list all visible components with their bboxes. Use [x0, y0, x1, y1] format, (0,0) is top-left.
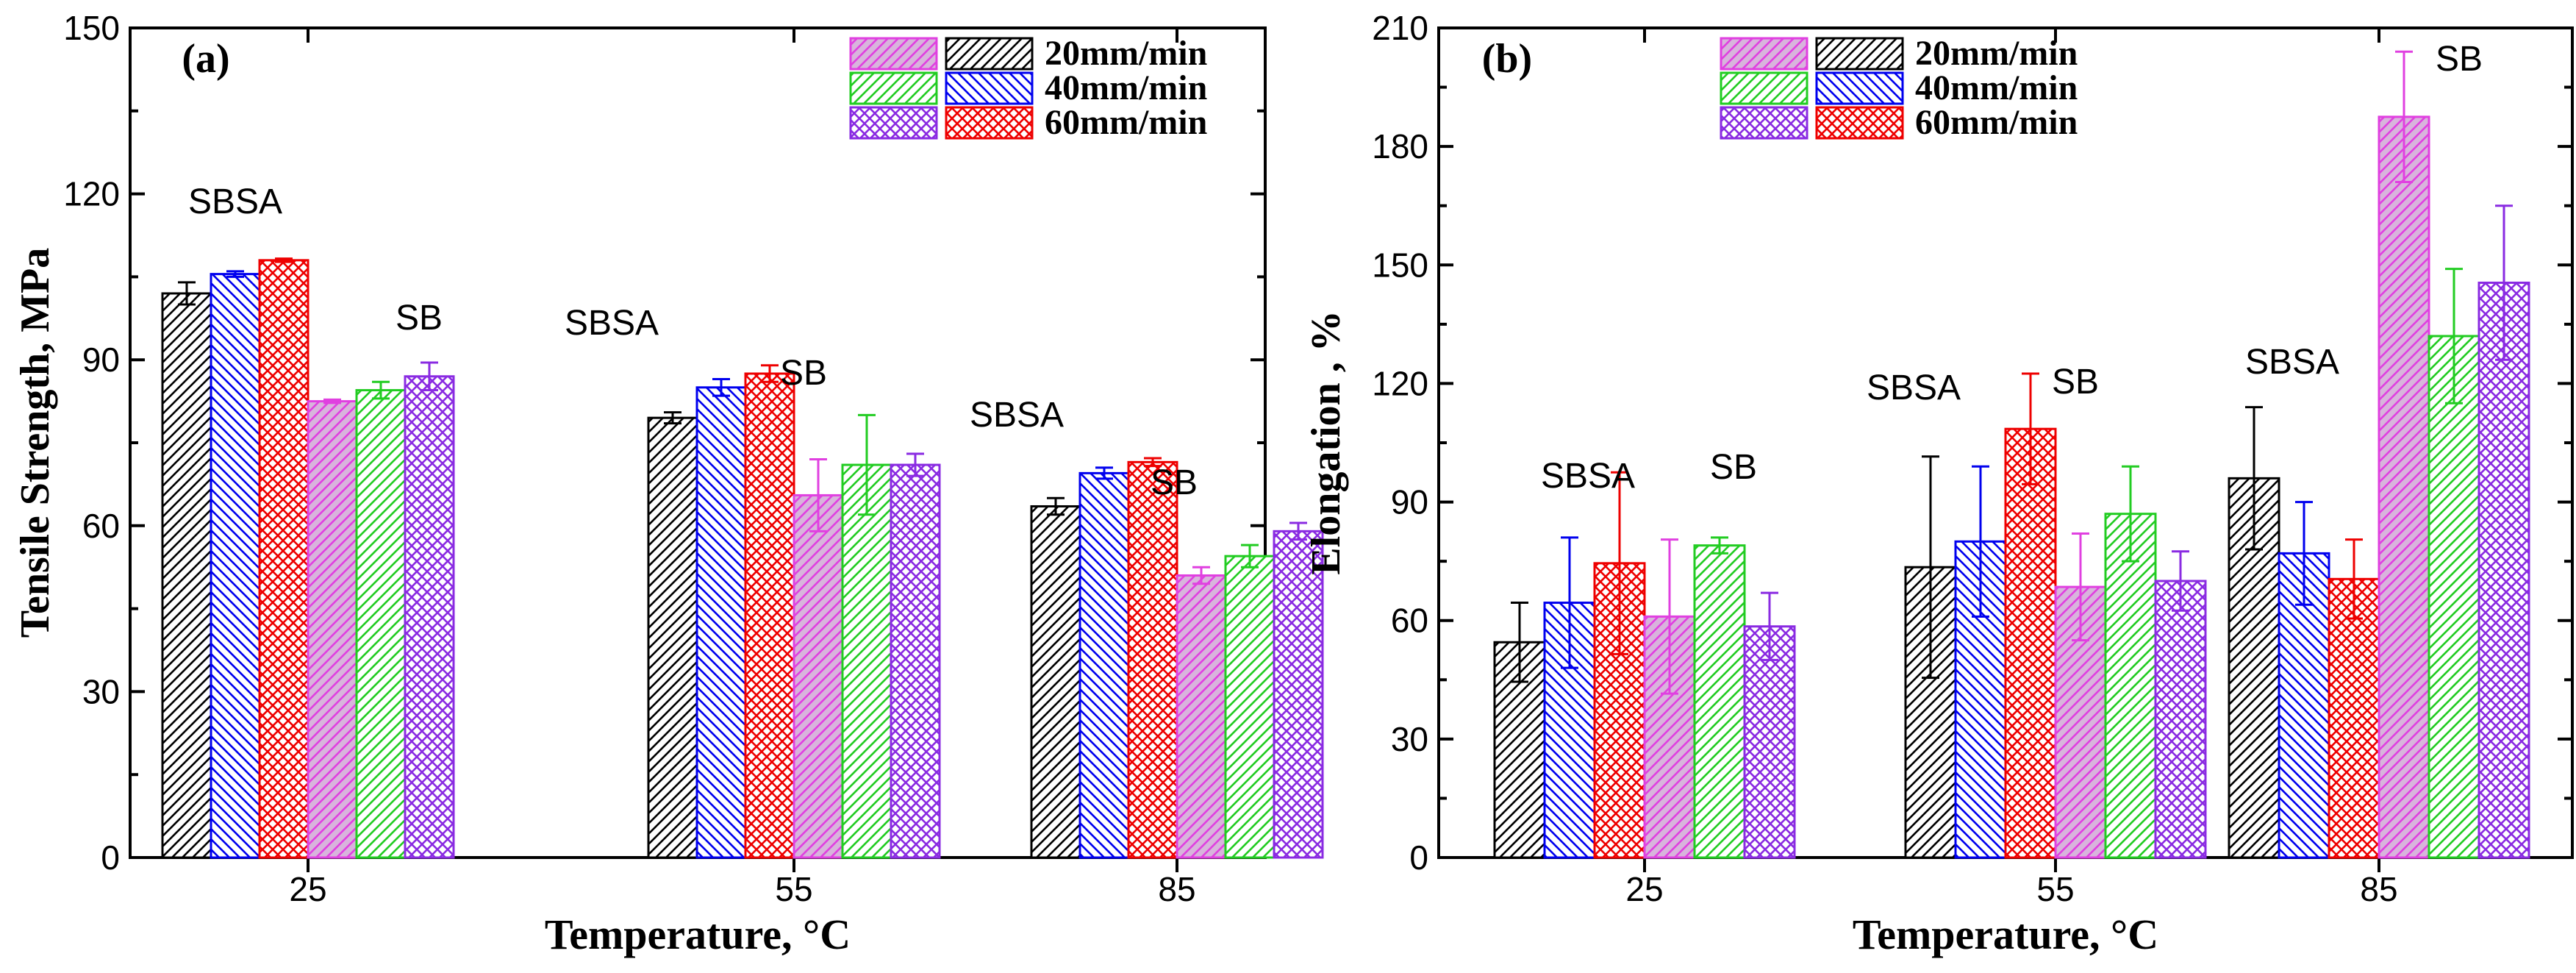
bar-sbsa-40mm-min-85	[1078, 471, 1130, 859]
y-tick-label: 150	[63, 9, 120, 47]
legend-swatch-sb	[1720, 106, 1808, 140]
bar-sb-40mm-min-85	[2427, 335, 2480, 859]
bar-sbsa-60mm-min-55	[744, 372, 795, 859]
panel-b: 0 30 60 90 120 150 180 210 Elongation , % Tempera…	[1303, 9, 2574, 958]
legend-swatch-sb	[1720, 37, 1808, 71]
group-label-sb: SB	[780, 354, 827, 393]
legend-swatch-sbsa	[945, 37, 1034, 71]
legend-swatch-sbsa	[945, 106, 1034, 140]
y-tick-label: 180	[1372, 127, 1428, 165]
legend-swatch-sb	[849, 106, 938, 140]
legend-label: 20mm/min	[1045, 34, 1207, 73]
bar-sbsa-40mm-min-55	[695, 386, 747, 859]
group-label-sbsa: SBSA	[565, 304, 659, 343]
y-axis-label: Tensile Strength, MPa	[12, 248, 58, 638]
bar-sb-60mm-min-55	[890, 463, 941, 859]
bar-sbsa-20mm-min-25	[161, 292, 212, 859]
y-tick-label: 120	[1372, 364, 1428, 402]
y-axis-label: Elongation , %	[1303, 310, 1349, 574]
bar-sb-20mm-min-55	[793, 493, 844, 859]
legend-label: 40mm/min	[1045, 68, 1207, 107]
bar-sbsa-40mm-min-25	[210, 273, 261, 859]
bar-sb-60mm-min-85	[2477, 281, 2530, 859]
x-axis-label: Temperature, °C	[1853, 910, 2158, 958]
bar-sb-40mm-min-55	[2104, 513, 2157, 859]
legend-label: 60mm/min	[1915, 103, 2078, 142]
group-label-sb: SB	[2436, 40, 2483, 79]
x-tick-label: 85	[1158, 870, 1195, 908]
bar-sbsa-60mm-min-85	[1127, 460, 1178, 859]
group-label-sb: SB	[1151, 463, 1198, 502]
bar-sb-60mm-min-25	[1743, 625, 1796, 859]
x-tick-label: 25	[1625, 870, 1663, 908]
group-label-sb: SB	[2052, 363, 2099, 402]
legend-swatch-sb	[1720, 71, 1808, 105]
bar-sbsa-60mm-min-85	[2328, 577, 2380, 859]
group-label-sb: SB	[1710, 448, 1757, 487]
bar-sbsa-60mm-min-55	[2004, 427, 2057, 859]
group-label-sbsa: SBSA	[1867, 368, 1961, 407]
legend-swatch-sb	[849, 71, 938, 105]
panel-label: (a)	[182, 36, 229, 82]
legend-label: 40mm/min	[1915, 68, 2078, 107]
panel-label: (b)	[1482, 36, 1532, 82]
panel-a: 0 30 60 90 120 150 Tensile Strength, MPa Temper…	[12, 9, 1324, 958]
y-tick-label: 120	[63, 175, 120, 213]
bar-sb-60mm-min-25	[404, 375, 455, 859]
legend-swatch-sb	[849, 37, 938, 71]
legend-swatch-sbsa	[1815, 37, 1904, 71]
bar-sb-60mm-min-55	[2154, 580, 2207, 859]
y-tick-label: 60	[1391, 602, 1428, 640]
bar-sbsa-20mm-min-85	[1030, 505, 1081, 859]
group-label-sbsa: SBSA	[970, 396, 1064, 435]
x-tick-label: 55	[775, 870, 812, 908]
legend-swatch-sbsa	[1815, 71, 1904, 105]
x-tick-label: 25	[289, 870, 326, 908]
bar-sbsa-20mm-min-55	[647, 416, 698, 859]
legend-label: 60mm/min	[1045, 103, 1207, 142]
group-label-sb: SB	[396, 299, 443, 338]
y-tick-label: 0	[101, 838, 120, 877]
group-label-sbsa: SBSA	[188, 182, 282, 221]
y-tick-label: 0	[1409, 838, 1428, 877]
bar-sb-40mm-min-85	[1224, 555, 1276, 859]
x-axis-label: Temperature, °C	[545, 910, 851, 958]
legend-label: 20mm/min	[1915, 34, 2078, 73]
y-tick-label: 90	[1391, 483, 1428, 521]
bar-sb-40mm-min-25	[355, 389, 407, 859]
y-tick-label: 30	[82, 672, 120, 710]
bar-sb-20mm-min-85	[2378, 115, 2430, 859]
y-tick-label: 90	[82, 341, 120, 379]
group-label-sbsa: SBSA	[2245, 343, 2339, 382]
y-tick-label: 150	[1372, 246, 1428, 284]
legend-swatch-sbsa	[945, 71, 1034, 105]
bar-sb-40mm-min-55	[841, 463, 892, 859]
x-tick-label: 85	[2360, 870, 2397, 908]
y-tick-label: 210	[1372, 9, 1428, 47]
bar-sb-40mm-min-25	[1693, 544, 1746, 859]
bar-sb-20mm-min-25	[307, 400, 358, 859]
group-label-sbsa: SBSA	[1541, 457, 1635, 496]
y-tick-label: 60	[82, 507, 120, 545]
bar-sbsa-60mm-min-25	[258, 259, 310, 859]
y-tick-label: 30	[1391, 720, 1428, 758]
bar-sb-20mm-min-85	[1176, 574, 1227, 859]
bar-sb-60mm-min-85	[1273, 530, 1324, 859]
x-tick-label: 55	[2036, 870, 2074, 908]
legend-swatch-sbsa	[1815, 106, 1904, 140]
